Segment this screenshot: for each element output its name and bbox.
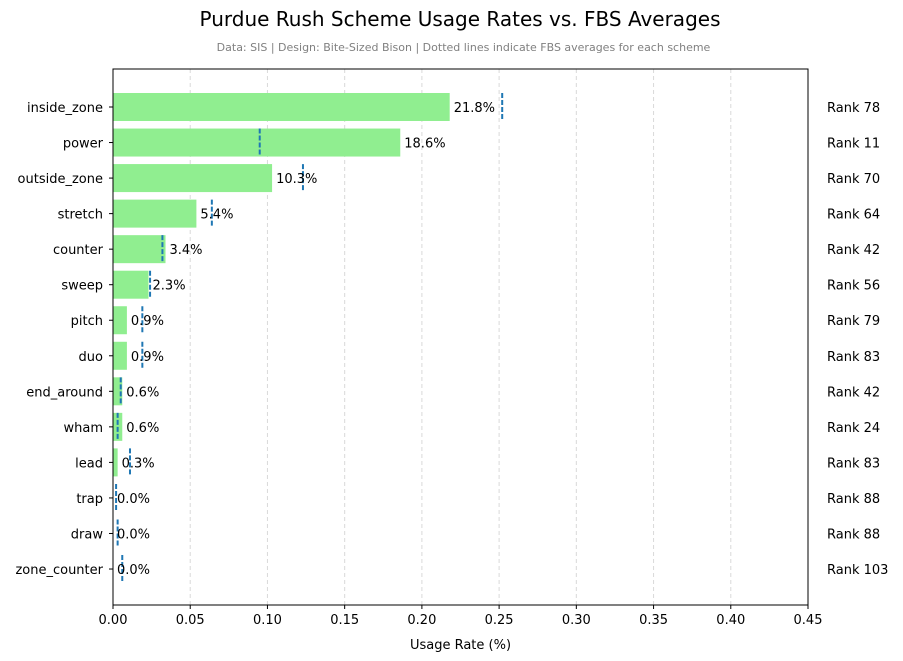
- x-tick-label: 0.10: [253, 613, 282, 628]
- rank-label: Rank 103: [827, 563, 888, 578]
- rank-label: Rank 56: [827, 279, 880, 294]
- rank-label: Rank 64: [827, 208, 880, 223]
- value-label: 0.0%: [117, 492, 150, 507]
- rank-label: Rank 79: [827, 314, 880, 329]
- value-label: 0.9%: [131, 350, 164, 365]
- y-tick-label: lead: [75, 456, 103, 471]
- rank-label: Rank 24: [827, 421, 880, 436]
- value-label: 10.3%: [276, 172, 317, 187]
- rank-label: Rank 11: [827, 137, 880, 152]
- x-tick-label: 0.40: [716, 613, 745, 628]
- value-label: 0.0%: [117, 527, 150, 542]
- grid-lines: [189, 69, 732, 605]
- chart-subtitle: Data: SIS | Design: Bite-Sized Bison | D…: [216, 41, 711, 54]
- y-tick-label: outside_zone: [18, 172, 103, 187]
- x-tick-label: 0.30: [562, 613, 591, 628]
- rank-label: Rank 83: [827, 350, 880, 365]
- value-label: 18.6%: [404, 137, 445, 152]
- value-label: 0.6%: [126, 385, 159, 400]
- rank-label: Rank 83: [827, 456, 880, 471]
- bar: [113, 235, 166, 264]
- bar: [113, 306, 127, 335]
- x-axis-ticks: 0.00 0.05 0.10 0.15 0.20 0.25 0.30 0.35 0.40 0.45: [99, 605, 823, 628]
- y-tick-label: end_around: [26, 385, 103, 400]
- bar: [113, 199, 197, 228]
- bar: [113, 377, 123, 406]
- bar: [113, 164, 273, 193]
- value-label: 3.4%: [170, 243, 203, 258]
- rank-label: Rank 42: [827, 385, 880, 400]
- bar: [113, 270, 149, 299]
- y-tick-label: pitch: [71, 314, 103, 329]
- x-tick-label: 0.05: [176, 613, 205, 628]
- rank-label: Rank 88: [827, 527, 880, 542]
- y-tick-label: zone_counter: [15, 563, 103, 578]
- value-label: 0.9%: [131, 314, 164, 329]
- x-axis-label: Usage Rate (%): [410, 638, 511, 653]
- value-labels: 21.8% 18.6% 10.3% 5.4% 3.4% 2.3% 0.9% 0.9% 0.6% 0…: [117, 101, 495, 578]
- rank-label: Rank 88: [827, 492, 880, 507]
- y-tick-label: wham: [63, 421, 103, 436]
- x-tick-label: 0.15: [330, 613, 359, 628]
- value-label: 0.6%: [126, 421, 159, 436]
- y-tick-label: trap: [76, 492, 103, 507]
- y-tick-label: inside_zone: [27, 101, 103, 116]
- y-tick-label: stretch: [58, 208, 103, 223]
- bar: [113, 341, 127, 370]
- y-tick-label: counter: [53, 243, 104, 258]
- chart-title: Purdue Rush Scheme Usage Rates vs. FBS A…: [199, 7, 721, 31]
- bar: [113, 128, 401, 157]
- rank-label: Rank 78: [827, 101, 880, 116]
- value-label: 0.3%: [122, 456, 155, 471]
- rank-label: Rank 70: [827, 172, 880, 187]
- fbs-average-lines: [115, 93, 504, 584]
- x-tick-label: 0.45: [794, 613, 823, 628]
- x-tick-label: 0.35: [639, 613, 668, 628]
- rank-labels: Rank 78 Rank 11 Rank 70 Rank 64 Rank 42 Rank …: [827, 101, 888, 578]
- y-tick-label: draw: [71, 527, 104, 542]
- y-tick-label: duo: [79, 350, 103, 365]
- rank-label: Rank 42: [827, 243, 880, 258]
- x-tick-label: 0.00: [99, 613, 128, 628]
- bar: [113, 93, 450, 121]
- x-tick-label: 0.20: [407, 613, 436, 628]
- plot-frame: [112, 68, 809, 606]
- y-tick-label: sweep: [61, 279, 103, 294]
- value-label: 0.0%: [117, 563, 150, 578]
- bars: [113, 93, 450, 477]
- y-tick-label: power: [63, 137, 104, 152]
- value-label: 21.8%: [454, 101, 495, 116]
- value-label: 5.4%: [200, 208, 233, 223]
- value-label: 2.3%: [153, 279, 186, 294]
- bar: [113, 448, 118, 477]
- x-tick-label: 0.25: [485, 613, 514, 628]
